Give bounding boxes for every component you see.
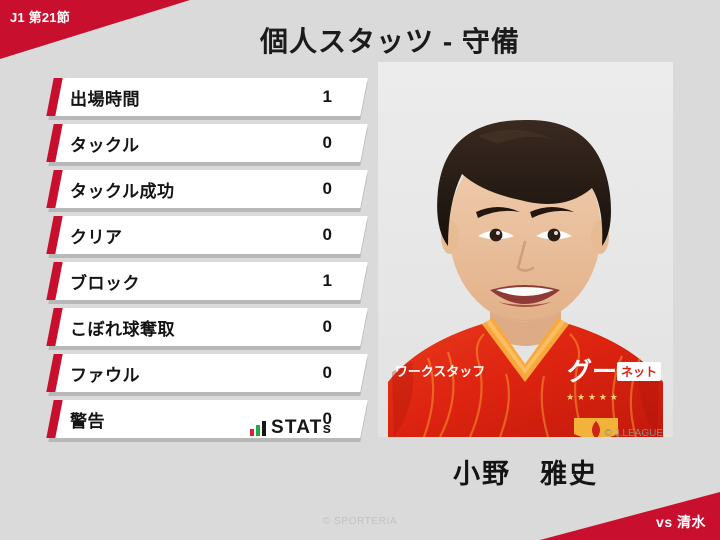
stat-value: 0 [322, 133, 332, 152]
stats-logo-text: STATs [271, 417, 333, 438]
stats-list: 出場時間 1 タックル 0 タックル成功 0 クリア 0 [46, 78, 368, 446]
stat-label: こぼれ球奪取 [70, 319, 175, 339]
stats-bars-icon [250, 421, 266, 436]
stat-label: 出場時間 [70, 89, 140, 109]
opponent-label: vs 清水 [656, 514, 706, 530]
stat-row: ブロック 1 [46, 262, 368, 304]
stat-label: クリア [70, 227, 123, 247]
stat-row: タックル 0 [46, 124, 368, 166]
stat-row: 警告 0 [46, 400, 368, 442]
stat-value: 0 [322, 179, 332, 198]
stat-row: クリア 0 [46, 216, 368, 258]
page-title: 個人スタッツ - 守備 [260, 26, 520, 57]
stat-value: 0 [322, 409, 332, 428]
stat-label: タックル [70, 135, 140, 155]
stat-value: 0 [322, 225, 332, 244]
stat-label: タックル成功 [70, 181, 175, 201]
svg-text:★ ★ ★ ★ ★: ★ ★ ★ ★ ★ [566, 393, 618, 403]
svg-text:ネット: ネット [621, 365, 657, 379]
stat-label: ブロック [70, 273, 140, 293]
sporteria-copyright: © SPORTERIA [322, 516, 398, 527]
photo-credit: © J.LEAGUE [604, 428, 664, 439]
stat-row: こぼれ球奪取 0 [46, 308, 368, 350]
stats-logo: STATs [250, 417, 333, 438]
stat-value: 0 [322, 317, 332, 336]
stat-row: ファウル 0 [46, 354, 368, 396]
match-round-badge: J1 第21節 [10, 10, 70, 25]
stat-row: タックル成功 0 [46, 170, 368, 212]
stats-logo-main: STAT [271, 417, 323, 438]
svg-text:グー: グー [567, 358, 617, 386]
svg-text:ワークスタッフ: ワークスタッフ [395, 364, 486, 379]
stats-logo-suffix: s [322, 420, 333, 437]
stat-row: 出場時間 1 [46, 78, 368, 120]
stat-label: 警告 [70, 411, 105, 431]
player-name: 小野 雅史 [453, 459, 598, 489]
stat-value: 0 [322, 363, 332, 382]
stat-label: ファウル [70, 365, 140, 385]
player-photo: ワークスタッフ グー ネット ★ ★ ★ ★ ★ [378, 62, 673, 437]
stat-value: 1 [322, 87, 332, 106]
stat-value: 1 [322, 271, 332, 290]
